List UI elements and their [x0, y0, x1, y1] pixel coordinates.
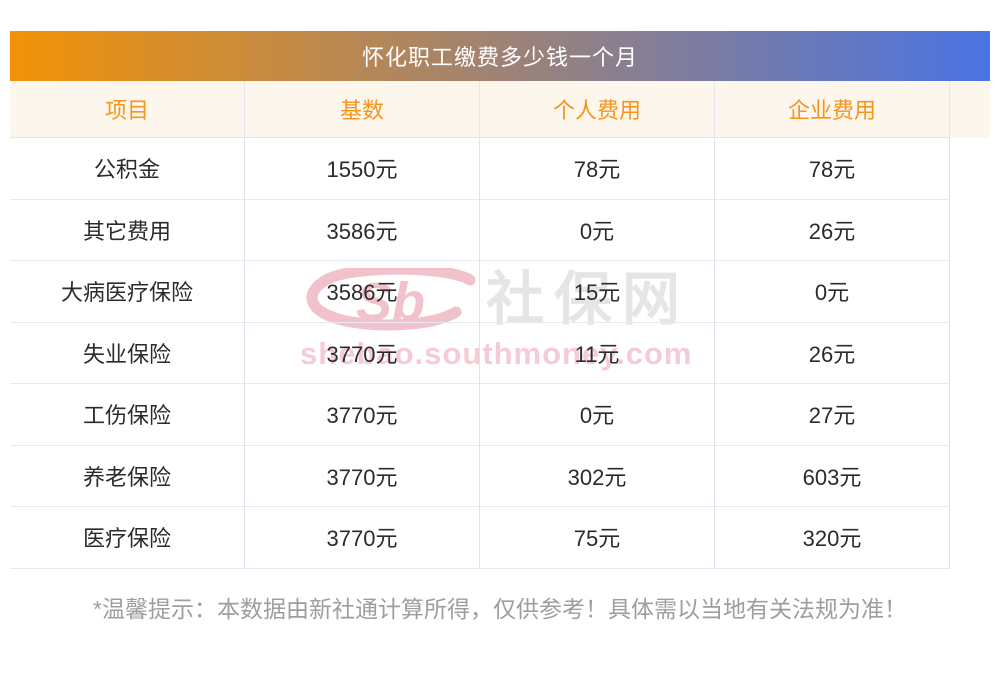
content-container: 怀化职工缴费多少钱一个月 项目 基数 个人费用 企业费用 公积金 1550元 7…: [10, 31, 990, 624]
cell-company: 26元: [715, 322, 950, 384]
cell-company: 26元: [715, 199, 950, 261]
cell-company: 27元: [715, 384, 950, 446]
row-spacer: [950, 384, 990, 446]
cell-company: 320元: [715, 507, 950, 569]
header-item: 项目: [10, 81, 245, 138]
cell-item: 失业保险: [10, 322, 245, 384]
cell-personal: 78元: [480, 138, 715, 200]
cell-personal: 302元: [480, 445, 715, 507]
cell-item: 大病医疗保险: [10, 261, 245, 323]
cell-base: 1550元: [245, 138, 480, 200]
cell-personal: 15元: [480, 261, 715, 323]
cell-base: 3586元: [245, 261, 480, 323]
cell-base: 3770元: [245, 322, 480, 384]
row-spacer: [950, 507, 990, 569]
cell-personal: 0元: [480, 384, 715, 446]
page-title: 怀化职工缴费多少钱一个月: [361, 45, 638, 70]
footer-note: *温馨提示：本数据由新社通计算所得，仅供参考！具体需以当地有关法规为准！: [93, 595, 907, 622]
cell-item: 养老保险: [10, 445, 245, 507]
cell-item: 其它费用: [10, 199, 245, 261]
cell-base: 3770元: [245, 384, 480, 446]
cell-item: 医疗保险: [10, 507, 245, 569]
cell-item: 工伤保险: [10, 384, 245, 446]
row-spacer: [950, 445, 990, 507]
cell-personal: 75元: [480, 507, 715, 569]
header-base: 基数: [245, 81, 480, 138]
cell-company: 0元: [715, 261, 950, 323]
header-spacer: [950, 81, 990, 138]
cell-personal: 0元: [480, 199, 715, 261]
row-spacer: [950, 261, 990, 323]
row-spacer: [950, 138, 990, 200]
cell-company: 78元: [715, 138, 950, 200]
cell-personal: 11元: [480, 322, 715, 384]
table-title-bar: 怀化职工缴费多少钱一个月: [10, 31, 990, 81]
cell-base: 3770元: [245, 445, 480, 507]
row-spacer: [950, 199, 990, 261]
cell-company: 603元: [715, 445, 950, 507]
cell-base: 3770元: [245, 507, 480, 569]
header-personal: 个人费用: [480, 81, 715, 138]
cell-item: 公积金: [10, 138, 245, 200]
cell-base: 3586元: [245, 199, 480, 261]
row-spacer: [950, 322, 990, 384]
fee-table: 项目 基数 个人费用 企业费用 公积金 1550元 78元 78元 其它费用 3…: [10, 81, 990, 569]
header-company: 企业费用: [715, 81, 950, 138]
